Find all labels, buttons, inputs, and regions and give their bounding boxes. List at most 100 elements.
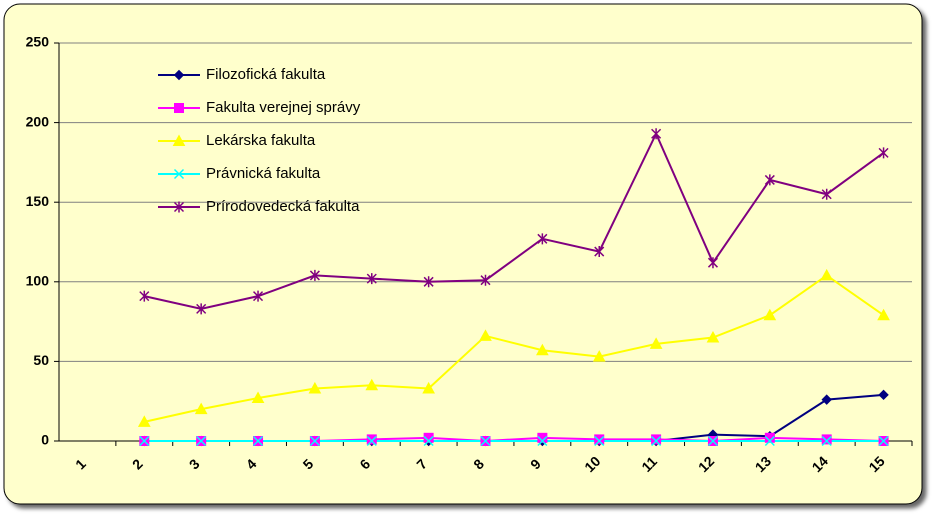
marker-shape [820, 268, 834, 281]
marker [422, 381, 435, 394]
marker-shape [172, 134, 186, 146]
marker-shape [821, 435, 832, 447]
marker [196, 303, 207, 315]
marker [253, 290, 264, 302]
marker-shape [309, 269, 320, 281]
marker-shape [423, 276, 434, 288]
marker [651, 435, 662, 447]
marker [706, 330, 720, 343]
marker [651, 434, 662, 445]
marker-shape [821, 434, 832, 445]
series-line [144, 131, 885, 310]
marker-shape [706, 330, 720, 343]
marker-shape [878, 435, 889, 447]
marker-shape [251, 391, 265, 404]
marker-shape [594, 435, 605, 447]
marker-shape [878, 389, 889, 401]
marker-shape [764, 174, 775, 186]
marker-shape [592, 350, 606, 362]
marker-shape [139, 290, 150, 302]
series-line [144, 274, 885, 423]
marker-shape [651, 128, 662, 140]
marker [423, 432, 434, 443]
marker-shape [821, 188, 832, 200]
y-tick-label: 100 [26, 273, 50, 289]
marker [173, 69, 185, 81]
marker-shape [196, 435, 207, 447]
marker-shape [253, 435, 264, 447]
marker-shape [137, 415, 151, 427]
marker-shape [537, 432, 548, 443]
marker [139, 435, 150, 447]
marker [763, 308, 777, 321]
marker-shape [422, 381, 435, 394]
marker [174, 103, 184, 113]
marker-shape [366, 435, 377, 447]
marker-shape [365, 378, 379, 391]
marker-shape [173, 69, 185, 81]
legend-label: Filozofická fakulta [206, 66, 326, 83]
marker-shape [173, 201, 185, 213]
marker-shape [366, 434, 377, 445]
marker-shape [308, 381, 322, 394]
marker [537, 233, 548, 245]
marker-shape [878, 147, 889, 159]
marker [878, 147, 889, 159]
marker-shape [196, 303, 207, 315]
marker [196, 435, 207, 447]
marker-shape [479, 329, 492, 341]
marker-shape [764, 435, 775, 447]
marker [821, 435, 832, 447]
marker [594, 434, 605, 445]
marker [480, 435, 491, 447]
marker-shape [423, 435, 434, 447]
marker [172, 134, 186, 146]
marker-shape [763, 308, 777, 321]
legend-label: Fakulta verejnej správy [206, 99, 361, 116]
marker [139, 290, 150, 302]
marker-shape [877, 308, 890, 321]
marker-shape [309, 435, 320, 447]
marker [137, 415, 151, 427]
y-tick-label: 50 [33, 352, 49, 368]
marker [764, 174, 775, 186]
marker [878, 435, 889, 447]
y-tick-label: 0 [41, 432, 49, 448]
marker-shape [423, 432, 434, 443]
marker-shape [651, 435, 662, 447]
marker [537, 432, 548, 443]
marker-shape [536, 343, 549, 356]
marker [365, 378, 379, 391]
marker [594, 435, 605, 447]
marker [366, 434, 377, 445]
marker-shape [594, 434, 605, 445]
marker [821, 188, 832, 200]
marker [764, 432, 775, 443]
marker [536, 343, 549, 356]
legend-label: Právnická fakulta [206, 165, 321, 182]
marker [194, 402, 208, 415]
marker [592, 350, 606, 362]
legend: Filozofická fakulta Fakulta verejnej sprá… [158, 66, 361, 215]
marker [537, 435, 548, 447]
marker [251, 391, 265, 404]
marker-shape [173, 168, 185, 180]
marker [366, 273, 377, 285]
marker-shape [194, 402, 208, 415]
marker-shape [594, 246, 605, 258]
marker [649, 337, 663, 349]
marker-shape [707, 257, 718, 269]
marker [821, 394, 832, 405]
legend-label: Lekárska fakulta [206, 132, 316, 149]
marker-shape [651, 434, 662, 445]
marker-shape [821, 394, 832, 405]
marker [366, 435, 377, 447]
marker-shape [139, 435, 150, 447]
chart-background [3, 3, 923, 505]
y-tick-label: 250 [26, 34, 50, 50]
marker-shape [480, 274, 491, 286]
y-tick-label: 200 [26, 113, 50, 129]
marker-shape [707, 435, 718, 447]
marker [480, 274, 491, 286]
